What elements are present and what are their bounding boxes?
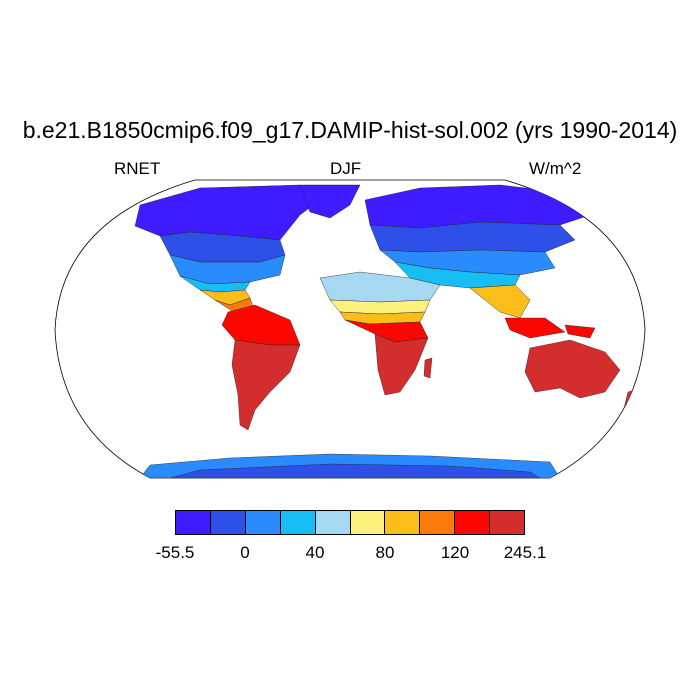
units-label: W/m^2 [529, 159, 582, 178]
indonesia [504, 317, 566, 339]
colorbar-tick-label: 245.1 [503, 543, 547, 562]
colorbar-swatch-4 [280, 511, 316, 534]
colorbar-tick-label: 80 [375, 543, 395, 562]
sahel [329, 299, 431, 315]
colorbar-swatch-5 [315, 511, 351, 534]
colorbar-swatch-1 [176, 511, 211, 534]
season-label: DJF [330, 159, 362, 178]
colorbar-tick-label: 0 [240, 543, 250, 562]
australia [524, 339, 621, 399]
madagascar [423, 357, 433, 379]
greenland [299, 184, 361, 219]
colorbar [175, 510, 525, 535]
new-guinea [564, 324, 596, 339]
colorbar-swatch-10 [490, 511, 525, 534]
map-title: b.e21.B1850cmip6.f09_g17.DAMIP-hist-sol.… [22, 117, 678, 143]
colorbar-swatch-3 [245, 511, 281, 534]
colorbar-swatch-2 [210, 511, 246, 534]
colorbar-swatch-7 [385, 511, 421, 534]
antarctica-interior [169, 463, 541, 478]
south-america [231, 339, 301, 431]
colorbar-tick-label: 40 [305, 543, 325, 562]
variable-label: RNET [114, 159, 161, 178]
colorbar-tick-label: -55.5 [155, 543, 195, 562]
colorbar-swatch-8 [420, 511, 456, 534]
southern-africa [374, 333, 429, 396]
colorbar-tick-label: 120 [440, 543, 470, 562]
colorbar-swatch-9 [455, 511, 491, 534]
colorbar-swatch-6 [350, 511, 386, 534]
